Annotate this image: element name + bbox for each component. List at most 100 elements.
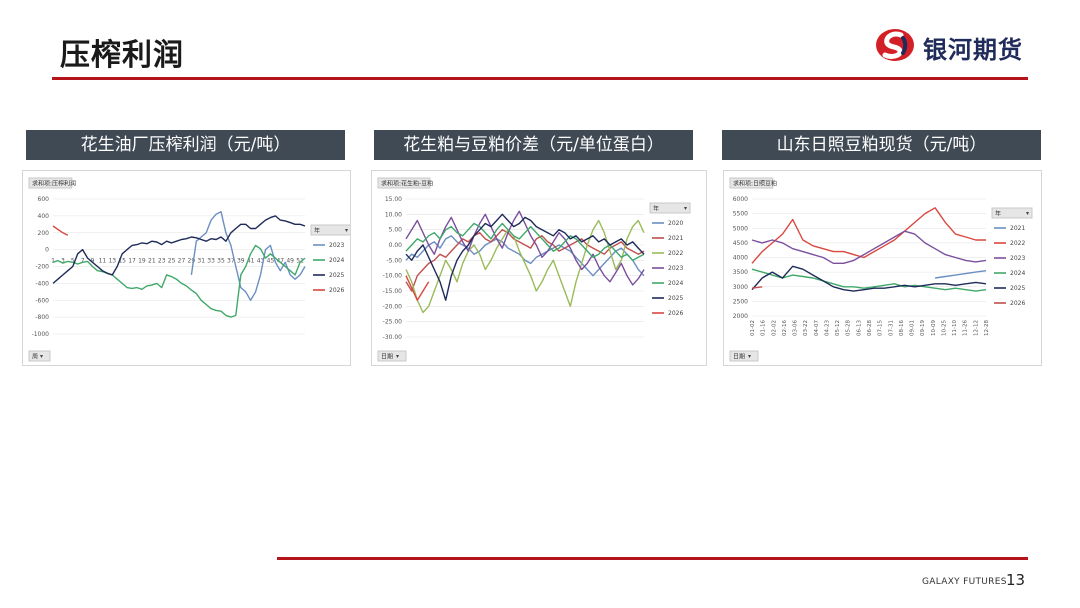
x-tick-label: 04-23 <box>824 320 830 336</box>
series-line-2023 <box>751 230 987 265</box>
x-tick-label: 31 <box>197 258 205 265</box>
chart-crush-margin: 求和项:压榨利润 600 400 200 0 -200 -400 -600 -800 -1000 1… <box>22 170 351 366</box>
chart-title-3: 山东日照豆粕现货（元/吨） <box>722 130 1041 160</box>
x-tick-label: 06-28 <box>867 320 873 336</box>
x-tick-label: 05-12 <box>835 320 841 336</box>
y-tick-label: 400 <box>38 213 50 220</box>
y-tick-label: 5.00 <box>389 227 403 234</box>
series-line-2026 <box>52 225 69 236</box>
galaxy-logo-icon <box>876 29 914 61</box>
x-tick-label: 21 <box>148 258 156 265</box>
field-label: 求和项:日照豆粕 <box>733 180 777 188</box>
legend-label: 2025 <box>668 295 683 302</box>
x-tick-label: 07-31 <box>888 320 894 336</box>
series-line-2026 <box>405 275 430 301</box>
header-rule <box>52 77 1028 80</box>
chart-meal-spread: 求和项:花生粕-豆粕 15.00 10.00 5.00 0.00 -5.00 -10.00 -… <box>371 170 707 366</box>
series-line-2022 <box>751 207 986 264</box>
x-tick-label: 11-10 <box>952 320 958 336</box>
x-tick-label: 35 <box>217 258 225 265</box>
chart-svg: 求和项:花生粕-豆粕 15.00 10.00 5.00 0.00 -5.00 -10.00 -… <box>377 177 691 362</box>
y-tick-label: -1000 <box>32 331 50 338</box>
x-tick-label: 01-16 <box>761 320 767 336</box>
x-tick-label: 37 <box>227 258 235 265</box>
x-tick-label: 45 <box>267 258 275 265</box>
series-line-2024 <box>751 268 987 292</box>
legend-title: 年 <box>995 210 1001 218</box>
chart-svg: 求和项:日照豆粕 6000 5500 5000 4500 4000 3500 3000 2500… <box>729 177 1033 362</box>
y-tick-label: -30.00 <box>383 334 403 341</box>
brand-name: 银河期货 <box>923 36 1023 64</box>
y-tick-label: 5000 <box>733 225 748 232</box>
y-tick-label: 200 <box>38 230 50 237</box>
legend-title: 年 <box>314 227 320 235</box>
x-tick-label: 29 <box>188 258 196 265</box>
chart-soymeal-spot: 求和项:日照豆粕 6000 5500 5000 4500 4000 3500 3000 2500… <box>723 170 1042 366</box>
x-tick-label: 02-16 <box>782 320 788 336</box>
x-tick-label: 17 <box>128 258 136 265</box>
y-tick-label: -5.00 <box>386 257 402 264</box>
x-tick-label: 04-07 <box>814 320 820 336</box>
series-line-2021 <box>405 229 645 292</box>
field-label: 求和项:花生粕-豆粕 <box>381 180 433 188</box>
x-tick-label: 12-28 <box>984 320 990 336</box>
x-tick-label: 10-09 <box>931 320 937 336</box>
x-tick-label: 05-28 <box>846 320 852 336</box>
x-tick-label: 49 <box>286 258 294 265</box>
field-label-chip <box>729 177 774 189</box>
axis-field-button <box>377 350 407 362</box>
legend-label: 2021 <box>1010 225 1025 232</box>
field-label-chip <box>377 177 431 189</box>
axis-filter-icon: ▾ <box>396 353 399 360</box>
legend-label: 2026 <box>329 287 344 294</box>
x-tick-label: 11 <box>99 258 107 265</box>
series-line-2023 <box>190 211 306 302</box>
y-tick-label: 10.00 <box>385 211 402 218</box>
x-tick-label: 13 <box>108 258 116 265</box>
series-line-2025 <box>751 265 987 292</box>
y-tick-label: 4000 <box>733 255 748 262</box>
legend-label: 2023 <box>1010 255 1025 262</box>
y-tick-label: 2000 <box>733 313 748 320</box>
footer-rule <box>277 557 1028 560</box>
x-tick-label: 01-02 <box>750 320 756 336</box>
x-tick-label: 25 <box>168 258 176 265</box>
y-tick-label: -10.00 <box>383 273 403 280</box>
x-tick-label: 51 <box>296 258 304 265</box>
x-tick-label: 33 <box>207 258 215 265</box>
y-tick-label: 3000 <box>733 284 748 291</box>
x-tick-label: 19 <box>138 258 146 265</box>
legend-label: 2023 <box>329 242 344 249</box>
axis-field-label: 周 <box>32 354 38 361</box>
axis-field-label: 日期 <box>733 353 745 361</box>
y-tick-label: 600 <box>38 196 50 203</box>
x-tick-label: 12-12 <box>973 320 979 336</box>
chart-title-1: 花生油厂压榨利润（元/吨） <box>26 130 345 160</box>
y-tick-label: 3500 <box>733 269 748 276</box>
legend-header <box>310 224 350 236</box>
y-tick-label: 6000 <box>733 196 748 203</box>
legend-label: 2024 <box>668 280 683 287</box>
legend-label: 2024 <box>1010 270 1025 277</box>
legend-label: 2026 <box>668 310 683 317</box>
y-tick-label: 4500 <box>733 240 748 247</box>
x-tick-label: 10-25 <box>941 320 947 336</box>
axis-field-label: 日期 <box>381 353 393 361</box>
y-tick-label: -20.00 <box>383 303 403 310</box>
y-tick-label: -400 <box>35 280 49 287</box>
x-tick-label: 3 <box>61 258 65 265</box>
page-number: 13 <box>1006 571 1026 589</box>
series-line-2026 <box>751 286 763 289</box>
field-label: 求和项:压榨利润 <box>32 180 76 188</box>
legend-filter-icon: ▾ <box>1026 210 1029 217</box>
legend-label: 2021 <box>668 235 683 242</box>
legend-header <box>991 207 1033 219</box>
y-tick-label: -600 <box>35 297 49 304</box>
legend-filter-icon: ▾ <box>345 227 348 234</box>
x-tick-label: 41 <box>247 258 255 265</box>
x-tick-label: 1 <box>51 258 55 265</box>
x-tick-label: 03-06 <box>793 320 799 336</box>
y-tick-label: 2500 <box>733 298 748 305</box>
legend-label: 2022 <box>668 250 683 257</box>
y-tick-label: -200 <box>35 264 49 271</box>
